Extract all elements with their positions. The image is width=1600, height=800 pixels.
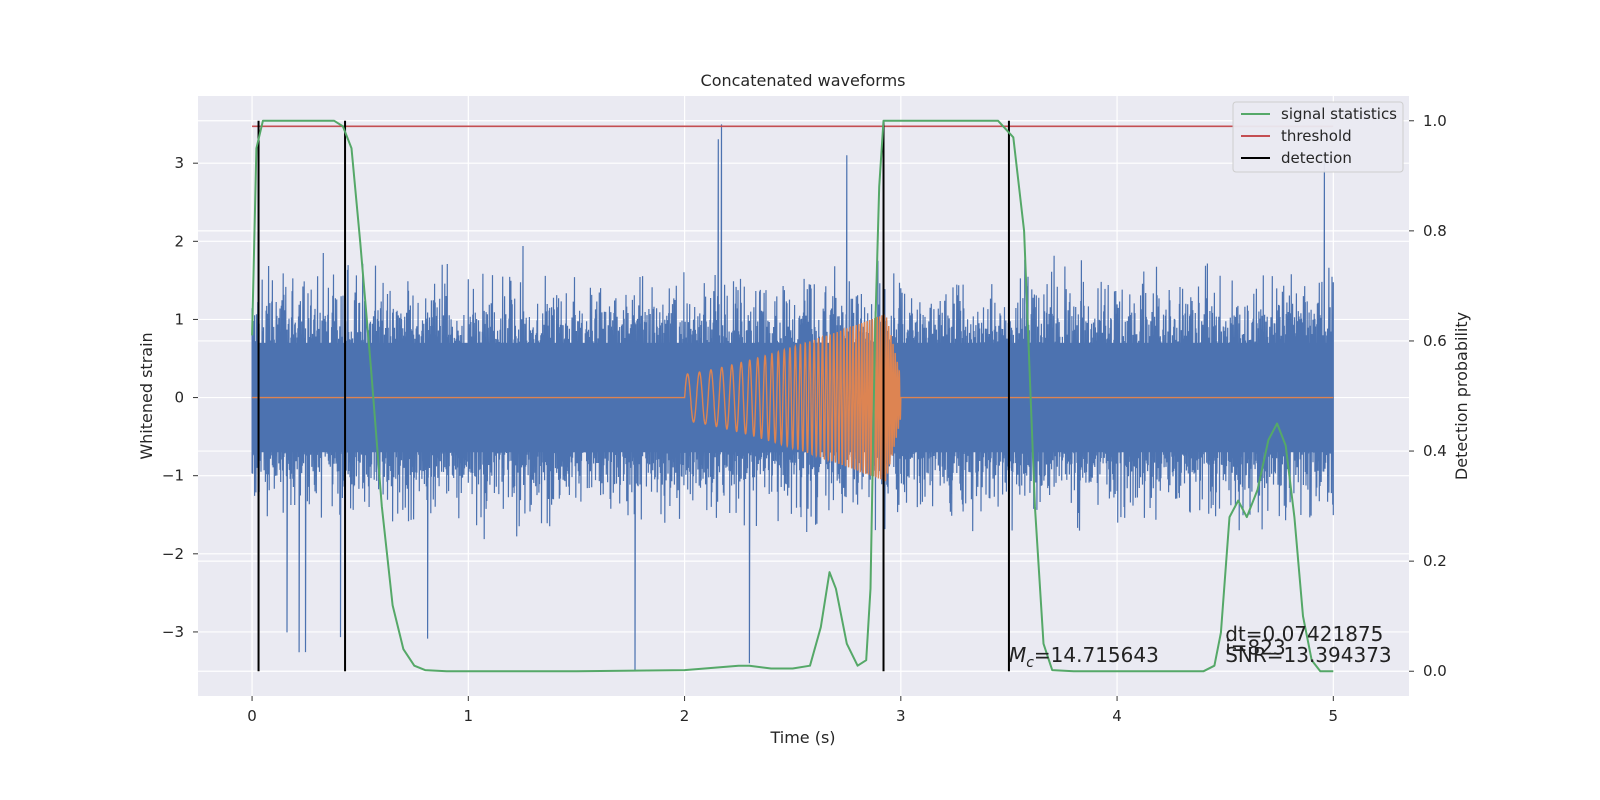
y2-tick-label: 0.2	[1423, 552, 1447, 570]
y-axis-label: Whitened strain	[137, 332, 156, 459]
y-axis-left: −3 −2 −1 0 1 2 3	[162, 154, 198, 641]
y2-tick-label: 0.0	[1423, 662, 1447, 680]
y2-tick-label: 1.0	[1423, 112, 1447, 130]
annotation-text: SNR=13.394373	[1225, 643, 1391, 667]
x-tick-label: 0	[247, 707, 257, 725]
annotation-subscript: c	[1026, 655, 1034, 671]
x-tick-label: 5	[1329, 707, 1339, 725]
annotation-value: =14.715643	[1034, 643, 1159, 667]
waveform-line	[252, 314, 1334, 482]
y-tick-label: 2	[174, 232, 184, 250]
y-tick-label: 0	[174, 389, 184, 407]
x-tick-label: 4	[1112, 707, 1122, 725]
y-tick-label: −2	[162, 545, 184, 563]
x-tick-label: 3	[896, 707, 906, 725]
legend-label-threshold: threshold	[1281, 127, 1352, 145]
detection-series	[251, 119, 1334, 673]
x-axis: 0 1 2 3 4 5	[247, 696, 1338, 725]
annotation-text: Mc=14.715643	[1009, 643, 1159, 671]
waveform-series	[252, 314, 1334, 482]
y-axis-right: 0.0 0.2 0.4 0.6 0.8 1.0	[1409, 112, 1447, 680]
x-tick-label: 2	[680, 707, 690, 725]
y-tick-label: −1	[162, 467, 184, 485]
y2-tick-label: 0.4	[1423, 442, 1447, 460]
legend-label-detection: detection	[1281, 149, 1352, 167]
y-tick-label: −3	[162, 623, 184, 641]
x-tick-label: 1	[464, 707, 474, 725]
annotation-text: i=823	[1225, 636, 1286, 660]
legend-box	[1232, 101, 1404, 173]
x-axis-label: Time (s)	[769, 728, 835, 747]
annotation-text: dt=0.07421875	[1225, 622, 1383, 646]
y2-tick-label: 0.6	[1423, 332, 1447, 350]
legend: signal statistics threshold detection	[1232, 101, 1404, 173]
y-tick-label: 1	[174, 310, 184, 328]
annotation-symbol: M	[1009, 643, 1026, 667]
signal-statistics-line	[251, 119, 1334, 673]
y2-axis-label: Detection probability	[1452, 312, 1471, 480]
legend-label-signal-statistics: signal statistics	[1281, 105, 1397, 123]
chart-title: Concatenated waveforms	[701, 71, 906, 90]
y2-tick-label: 0.8	[1423, 222, 1447, 240]
y-tick-label: 3	[174, 154, 184, 172]
